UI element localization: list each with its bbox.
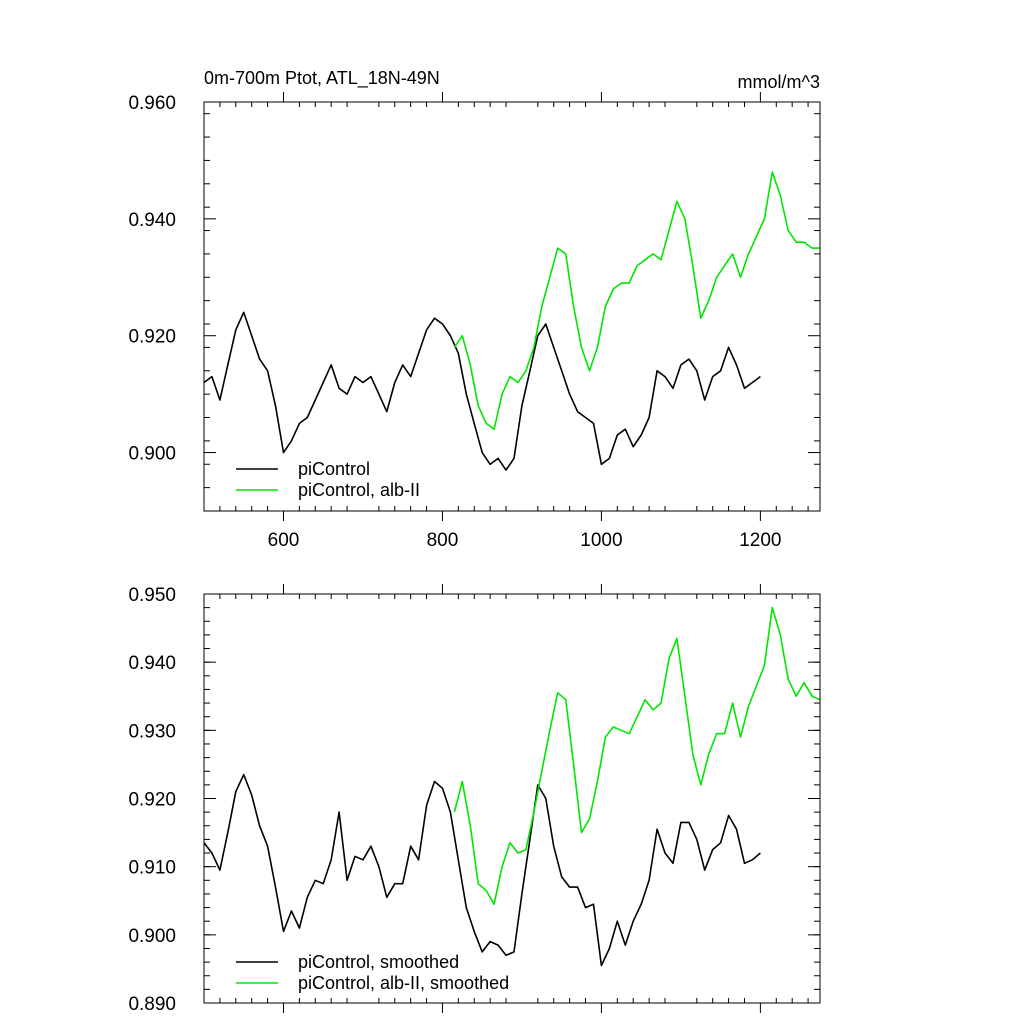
top-plot-frame	[203, 101, 821, 512]
legend-label-picontrol: piControl	[298, 459, 370, 479]
series-line-top-0	[203, 311, 761, 471]
bottom-legend: piControl, smoothed piControl, alb-II, s…	[236, 952, 509, 993]
x-tick-label-top-800: 800	[427, 530, 459, 551]
y-tick-label-bottom-0.93: 0.930	[128, 721, 176, 742]
x-tick-label-top-600: 600	[268, 530, 300, 551]
legend-label-picontrol-smoothed: piControl, smoothed	[298, 952, 459, 972]
top-series	[203, 171, 820, 471]
series-line-bottom-0	[203, 773, 761, 967]
legend-label-alb-ii-smoothed: piControl, alb-II, smoothed	[298, 973, 509, 993]
y-tick-label-bottom-0.89: 0.890	[128, 994, 176, 1015]
y-tick-label-bottom-0.95: 0.950	[128, 585, 176, 606]
top-ticks: 600 800 1000 1200 0.900 0.920 0.940 0.960	[128, 92, 820, 551]
series-line-bottom-1	[453, 606, 821, 906]
x-tick-label-top-1000: 1000	[580, 530, 622, 551]
legend-label-alb-ii: piControl, alb-II	[298, 480, 420, 500]
top-title-left: 0m-700m Ptot, ATL_18N-49N	[204, 68, 440, 89]
top-title-right: mmol/m^3	[738, 72, 820, 92]
top-legend: piControl piControl, alb-II	[236, 459, 420, 500]
y-tick-label-bottom-0.9: 0.900	[128, 926, 176, 947]
bottom-panel: 0.890 0.900 0.910 0.920 0.930 0.940 0.950 piCo…	[128, 584, 821, 1015]
y-tick-label-bottom-0.94: 0.940	[128, 653, 176, 674]
y-tick-label-bottom-0.91: 0.910	[128, 858, 176, 879]
series-line-top-1	[453, 171, 820, 431]
y-tick-label-top-0.96: 0.960	[128, 93, 176, 114]
x-tick-label-top-1200: 1200	[739, 530, 781, 551]
bottom-ticks: 0.890 0.900 0.910 0.920 0.930 0.940 0.950	[128, 584, 820, 1015]
y-tick-label-top-0.9: 0.900	[128, 444, 176, 465]
top-panel: 0m-700m Ptot, ATL_18N-49N mmol/m^3 600 80…	[128, 68, 821, 551]
bottom-plot-frame	[203, 593, 821, 1004]
y-tick-label-top-0.94: 0.940	[128, 210, 176, 231]
y-tick-label-top-0.92: 0.920	[128, 327, 176, 348]
y-tick-label-bottom-0.92: 0.920	[128, 790, 176, 811]
bottom-series	[203, 606, 821, 967]
